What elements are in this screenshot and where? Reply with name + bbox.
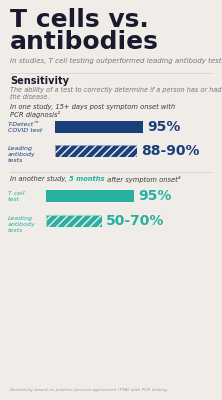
Text: The ability of a test to correctly determine if a person has or had
the disease.: The ability of a test to correctly deter… (10, 87, 221, 100)
Text: tests: tests (8, 158, 23, 163)
Text: 5 months: 5 months (69, 176, 105, 182)
Text: tests: tests (8, 228, 23, 233)
Text: 95%: 95% (138, 189, 171, 203)
Bar (55, 145, 137, 157)
Text: Leading: Leading (8, 216, 33, 221)
Bar (55, 121, 143, 133)
Bar (55, 145, 137, 157)
Bar (46, 215, 102, 227)
Bar (46, 215, 102, 227)
Text: T cells vs.: T cells vs. (10, 8, 149, 32)
Text: COVID test: COVID test (8, 128, 42, 133)
Text: antibodies: antibodies (10, 30, 159, 54)
Text: after symptom onset⁴: after symptom onset⁴ (105, 176, 180, 183)
Text: antibody: antibody (8, 152, 36, 157)
Text: In another study,: In another study, (10, 176, 69, 182)
Bar (46, 190, 134, 202)
Text: Sensitivity based on positive percent agreement (PPA) with PCR testing.: Sensitivity based on positive percent ag… (10, 388, 168, 392)
Text: Sensitivity: Sensitivity (10, 76, 69, 86)
Text: 95%: 95% (147, 120, 180, 134)
Text: 50-70%: 50-70% (106, 214, 164, 228)
Text: 88-90%: 88-90% (141, 144, 200, 158)
Text: T-Detect™: T-Detect™ (8, 122, 40, 127)
Text: In one study, 15+ days post symptom onset with
PCR diagnosis²: In one study, 15+ days post symptom onse… (10, 104, 175, 118)
Text: Leading: Leading (8, 146, 33, 151)
Text: In studies, T cell testing outperformed leading antibody tests.¹³: In studies, T cell testing outperformed … (10, 57, 222, 64)
Text: T cell: T cell (8, 191, 25, 196)
Text: antibody: antibody (8, 222, 36, 227)
Text: test: test (8, 197, 20, 202)
